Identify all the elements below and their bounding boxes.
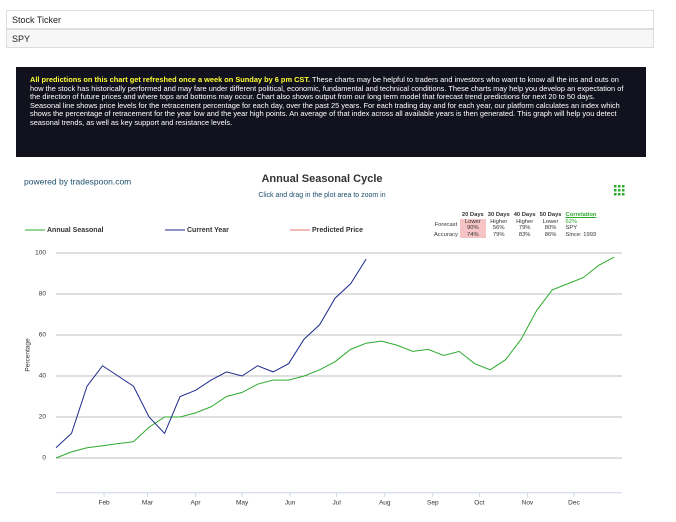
x-tick-label: Jun <box>285 500 296 507</box>
col-head: 30 Days <box>487 212 510 218</box>
col-head: 50 Days <box>539 212 562 218</box>
x-tick-label: Oct <box>474 500 484 507</box>
cell-text: Since: 1993 <box>565 231 597 238</box>
cell: 86% <box>544 231 557 238</box>
cell: Higher 79% <box>512 219 538 232</box>
forecast-table: 20 Days 30 Days 40 Days 50 Days Correlation … <box>432 212 598 238</box>
cell: 83% <box>518 231 531 238</box>
cell-text: 90% <box>467 225 479 231</box>
cell: Lower 90% <box>459 218 486 232</box>
cell-text: 56% <box>492 225 505 231</box>
x-tick-label: Aug <box>379 500 391 507</box>
x-tick-label: May <box>236 500 249 507</box>
cell-text: Higher <box>516 218 534 225</box>
cell: 79% <box>492 231 505 238</box>
legend-label: Current Year <box>187 227 229 234</box>
y-tick-label: 100 <box>35 250 46 257</box>
cell-text: 79% <box>518 225 531 231</box>
cell-text: Lower <box>464 218 481 225</box>
y-tick-label: 80 <box>39 291 47 298</box>
col-head: 20 Days <box>461 212 484 218</box>
chart-title: Annual Seasonal Cycle <box>261 173 382 185</box>
y-axis-label: Percentage <box>25 338 32 372</box>
cell: 74% <box>459 231 486 238</box>
menu-icon[interactable] <box>614 185 625 196</box>
chart-subtitle: Click and drag in the plot area to zoom … <box>258 192 385 199</box>
cell: Lower 80% <box>538 219 564 232</box>
notice-text: Seasonal line shows price levels for the… <box>30 100 620 127</box>
col-head: 40 Days <box>513 212 536 218</box>
x-tick-label: Dec <box>568 500 580 507</box>
cell-text: 80% <box>544 225 557 231</box>
correlation: 62% SPY Since: 1993 <box>564 219 599 239</box>
y-tick-label: 40 <box>39 373 47 380</box>
credit: powered by tradespoon.com <box>24 176 131 186</box>
y-tick-label: 0 <box>42 455 46 462</box>
cell: Higher 56% <box>486 219 512 232</box>
cell-text: Lower <box>542 218 559 225</box>
y-tick-label: 20 <box>39 414 47 421</box>
x-tick-label: Apr <box>190 500 201 507</box>
legend-label: Predicted Price <box>312 227 363 234</box>
cell-text: Higher <box>490 218 508 225</box>
chart: powered by tradespoon.com Annual Seasona… <box>24 173 625 507</box>
ticker-label: Stock Ticker <box>6 10 654 29</box>
x-tick-label: Mar <box>142 500 154 507</box>
y-tick-label: 60 <box>39 332 47 339</box>
x-tick-label: Nov <box>522 500 534 507</box>
x-tick-label: Jul <box>333 500 342 507</box>
col-head[interactable]: Correlation <box>565 212 597 218</box>
notice-text: These charts may be helpful to traders a… <box>30 75 624 102</box>
legend-label: Annual Seasonal <box>47 227 103 234</box>
notice-highlight: All predictions on this chart get refres… <box>30 75 311 84</box>
ticker-input[interactable]: SPY <box>6 29 654 48</box>
row-label: Forecast <box>434 221 458 228</box>
row-label: Accuracy <box>434 231 458 238</box>
series-line <box>55 256 615 459</box>
notice: All predictions on this chart get refres… <box>16 67 646 157</box>
x-tick-label: Feb <box>98 500 110 507</box>
series-line <box>55 258 367 449</box>
x-tick-label: Sep <box>427 500 439 507</box>
cell-text: 62% <box>565 218 578 225</box>
cell-text: SPY <box>565 225 578 231</box>
